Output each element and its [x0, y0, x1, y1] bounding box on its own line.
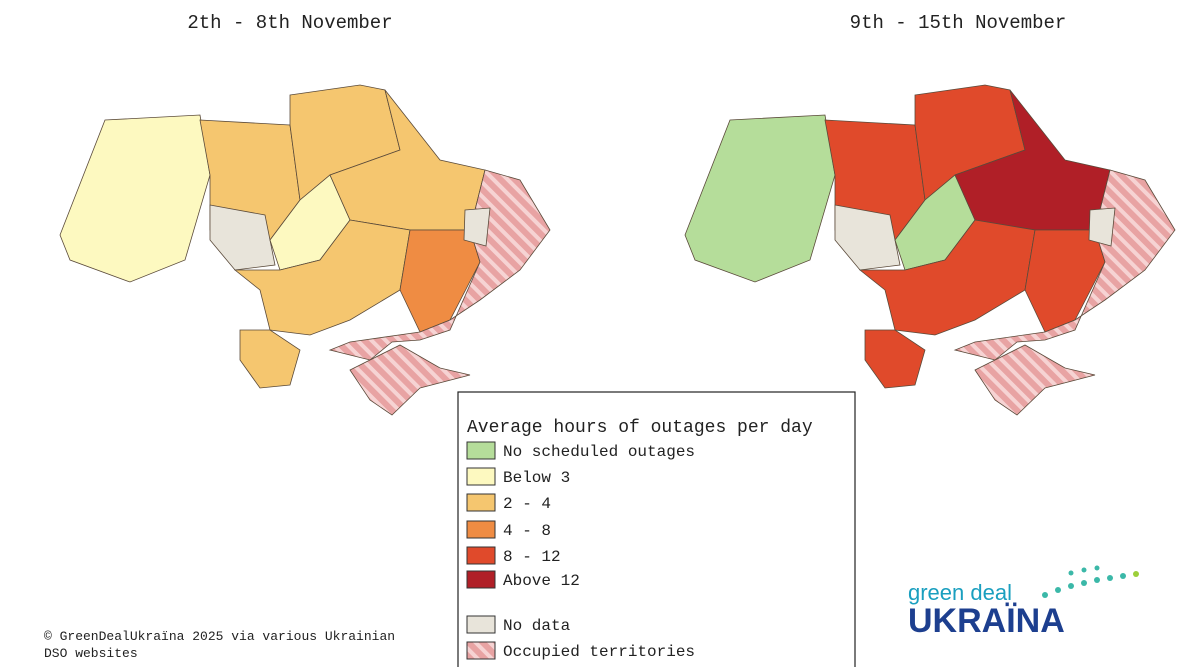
map-right [684, 84, 1176, 416]
region [209, 204, 276, 271]
region [834, 204, 901, 271]
region [399, 229, 481, 333]
logo-top: green deal [908, 580, 1012, 605]
map-left [59, 84, 551, 416]
legend-label: No data [503, 617, 571, 635]
region [1024, 229, 1106, 333]
legend: Average hours of outages per day No sche… [457, 391, 856, 667]
legend-swatch [466, 467, 496, 486]
legend-label: Above 12 [503, 572, 580, 590]
region [864, 329, 926, 389]
region [239, 329, 301, 389]
legend-swatch [466, 546, 496, 565]
region [463, 207, 491, 247]
legend-swatch [466, 441, 496, 460]
region [684, 114, 836, 283]
map-title: 9th - 15th November [850, 12, 1067, 34]
legend-label: 4 - 8 [503, 522, 551, 540]
region [59, 114, 211, 283]
credit: © GreenDealUkraïna 2025 via various Ukra… [44, 629, 395, 661]
logo-bottom: UKRAÏNA [908, 602, 1065, 640]
legend-label: No scheduled outages [503, 443, 695, 461]
legend-swatch [466, 570, 496, 589]
legend-label: Below 3 [503, 469, 570, 487]
map-title: 2th - 8th November [187, 12, 392, 34]
legend-label: 8 - 12 [503, 548, 561, 566]
region [1088, 207, 1116, 247]
legend-swatch [466, 520, 496, 539]
legend-box [457, 391, 856, 667]
legend-swatch [466, 615, 496, 634]
legend-swatch [466, 493, 496, 512]
legend-title: Average hours of outages per day [467, 418, 813, 438]
credit-line: DSO websites [44, 646, 138, 661]
legend-label: 2 - 4 [503, 495, 551, 513]
legend-swatch [466, 641, 496, 660]
legend-label: Occupied territories [503, 643, 695, 661]
credit-line: © GreenDealUkraïna 2025 via various Ukra… [44, 629, 395, 644]
logo: green deal UKRAÏNA [908, 565, 1139, 640]
